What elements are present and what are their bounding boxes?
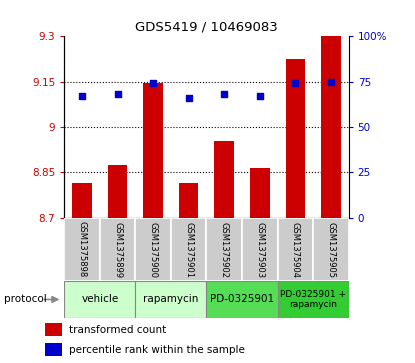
- Text: transformed count: transformed count: [69, 325, 166, 335]
- Text: PD-0325901: PD-0325901: [210, 294, 274, 305]
- Bar: [135, 218, 171, 281]
- Bar: [313, 218, 349, 281]
- Bar: [250, 168, 269, 218]
- Bar: [100, 218, 135, 281]
- Text: GSM1375898: GSM1375898: [78, 221, 87, 278]
- Point: [150, 81, 156, 86]
- Bar: [278, 218, 313, 281]
- Text: GSM1375900: GSM1375900: [149, 221, 158, 278]
- Text: PD-0325901 +
rapamycin: PD-0325901 + rapamycin: [280, 290, 346, 309]
- Bar: [64, 281, 135, 318]
- Text: GSM1375901: GSM1375901: [184, 221, 193, 278]
- Text: vehicle: vehicle: [81, 294, 119, 305]
- Text: protocol: protocol: [4, 294, 47, 305]
- Point: [292, 81, 299, 86]
- Bar: [242, 218, 278, 281]
- Bar: [215, 141, 234, 218]
- Bar: [171, 218, 207, 281]
- Bar: [207, 281, 278, 318]
- Point: [256, 93, 263, 99]
- Text: GSM1375905: GSM1375905: [326, 221, 335, 278]
- Bar: [135, 281, 207, 318]
- Bar: [207, 218, 242, 281]
- Text: GSM1375899: GSM1375899: [113, 221, 122, 278]
- Title: GDS5419 / 10469083: GDS5419 / 10469083: [135, 21, 278, 34]
- Bar: [179, 183, 198, 218]
- Bar: [64, 218, 100, 281]
- Bar: [108, 165, 127, 218]
- Text: rapamycin: rapamycin: [143, 294, 199, 305]
- Text: GSM1375903: GSM1375903: [255, 221, 264, 278]
- Text: GSM1375902: GSM1375902: [220, 221, 229, 278]
- Point: [114, 91, 121, 97]
- Text: GSM1375904: GSM1375904: [291, 221, 300, 278]
- Bar: [144, 83, 163, 218]
- Bar: [72, 183, 92, 218]
- Point: [221, 91, 227, 97]
- Bar: [278, 281, 349, 318]
- Bar: [286, 59, 305, 218]
- Text: percentile rank within the sample: percentile rank within the sample: [69, 345, 245, 355]
- Point: [327, 79, 334, 85]
- Bar: [321, 36, 341, 218]
- Point: [186, 95, 192, 101]
- Bar: [45, 343, 61, 356]
- Point: [79, 93, 85, 99]
- Bar: [45, 323, 61, 336]
